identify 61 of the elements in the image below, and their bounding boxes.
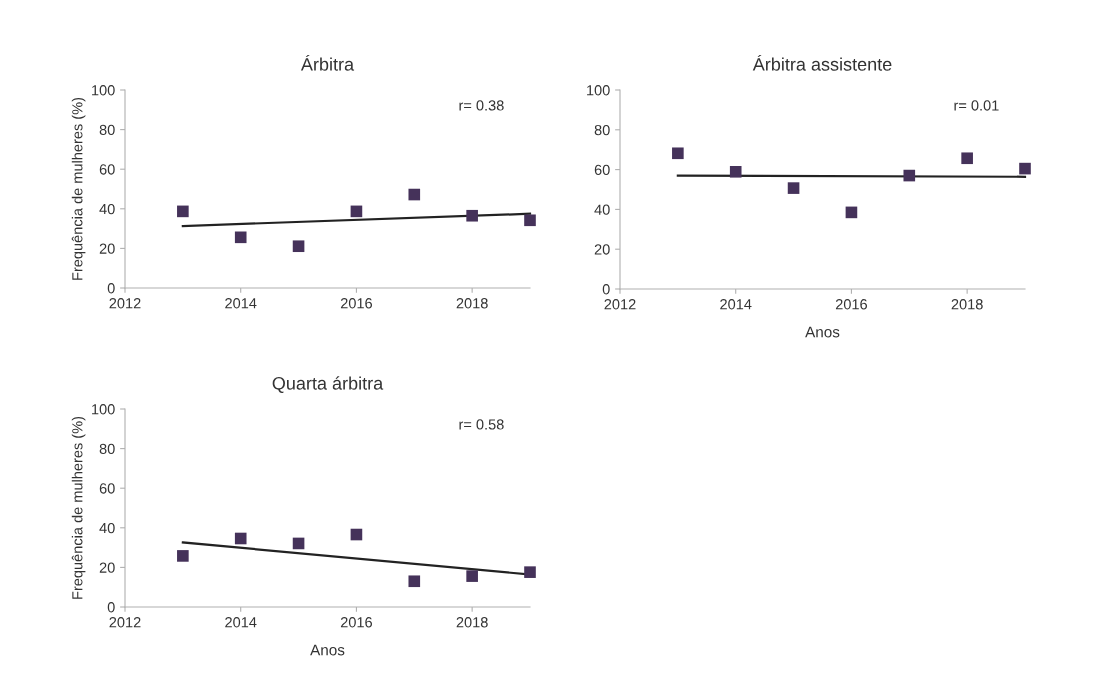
- y-tick-label: 100: [587, 85, 610, 96]
- x-tick-label: 2016: [340, 298, 373, 309]
- point: [466, 570, 478, 582]
- y-tick-label: 0: [107, 283, 115, 294]
- y-tick-label: 100: [92, 85, 115, 96]
- y-tick-label: 40: [99, 203, 115, 215]
- point: [292, 537, 305, 550]
- point: [350, 528, 363, 541]
- point: [729, 165, 742, 178]
- point: [408, 575, 421, 588]
- point: [234, 532, 247, 545]
- x-tick-label: 2018: [456, 617, 488, 628]
- point: [845, 206, 858, 219]
- annotation: r= 0.58: [459, 419, 504, 430]
- y-axis-title: Frequência de mulheres (%): [71, 97, 86, 280]
- y-tick-label: 20: [594, 244, 610, 255]
- y-tick-label: 60: [99, 164, 115, 175]
- x-tick-label: 2016: [340, 617, 373, 628]
- y-tick-label: 80: [99, 443, 115, 455]
- y-tick-label: 0: [602, 284, 610, 295]
- point: [177, 205, 189, 218]
- point: [408, 188, 421, 201]
- x-tick-label: 2014: [225, 617, 257, 628]
- point: [1019, 162, 1031, 175]
- point: [524, 214, 536, 227]
- y-axis-title: Frequência de mulheres (%): [71, 416, 86, 599]
- point: [292, 240, 305, 253]
- x-tick-label: 2018: [951, 299, 983, 310]
- point: [234, 231, 247, 244]
- point: [672, 147, 684, 160]
- annotation: r= 0.01: [954, 100, 999, 111]
- point: [961, 152, 973, 165]
- point: [524, 566, 536, 578]
- x-tick-label: 2016: [835, 299, 868, 310]
- y-tick-label: 80: [99, 124, 115, 136]
- x-tick-label: 2014: [225, 298, 257, 309]
- point: [466, 209, 478, 222]
- x-tick-label: 2018: [456, 298, 488, 309]
- chart-title: Árbitra assistente: [752, 54, 892, 71]
- point: [903, 169, 916, 182]
- chart-title: Árbitra: [300, 54, 355, 71]
- x-tick-label: 2014: [720, 299, 752, 310]
- point: [177, 550, 189, 562]
- y-tick-label: 40: [594, 204, 610, 215]
- y-tick-label: 20: [99, 243, 115, 254]
- point: [350, 205, 363, 218]
- x-tick-label: 2012: [109, 617, 141, 628]
- annotation: r= 0.38: [459, 100, 504, 111]
- point: [787, 182, 800, 194]
- y-tick-label: 60: [594, 164, 610, 176]
- x-tick-label: 2012: [109, 298, 141, 309]
- x-tick-label: 2012: [604, 299, 636, 310]
- y-tick-label: 20: [99, 562, 115, 573]
- chart-title: Quarta árbitra: [272, 376, 384, 393]
- y-tick-label: 60: [99, 483, 115, 494]
- x-axis-title: Anos: [310, 644, 345, 656]
- y-tick-label: 0: [107, 602, 115, 613]
- y-tick-label: 100: [92, 404, 115, 415]
- y-tick-label: 40: [99, 522, 115, 534]
- x-axis-title: Anos: [805, 326, 840, 338]
- y-tick-label: 80: [594, 124, 610, 136]
